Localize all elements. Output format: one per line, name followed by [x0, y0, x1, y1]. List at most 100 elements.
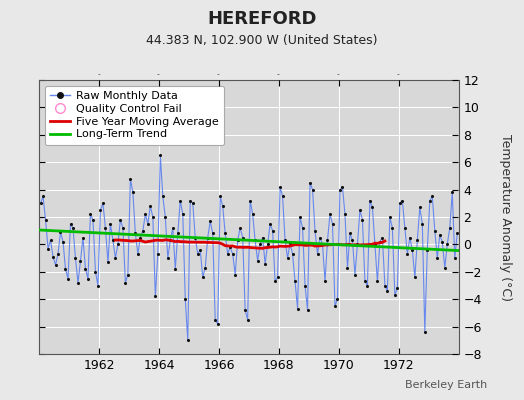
Point	[441, 264, 449, 271]
Point	[86, 211, 95, 218]
Point	[423, 247, 431, 253]
Point	[121, 280, 129, 286]
Point	[81, 266, 90, 272]
Point	[311, 228, 319, 234]
Point	[74, 280, 82, 286]
Y-axis label: Temperature Anomaly (°C): Temperature Anomaly (°C)	[498, 134, 511, 300]
Point	[96, 207, 105, 213]
Point	[238, 234, 247, 241]
Point	[435, 232, 444, 238]
Point	[236, 225, 244, 231]
Point	[266, 221, 274, 227]
Point	[104, 259, 112, 266]
Point	[361, 278, 369, 284]
Point	[189, 200, 197, 206]
Point	[163, 255, 172, 261]
Point	[141, 211, 149, 218]
Point	[126, 176, 135, 182]
Point	[453, 230, 462, 237]
Point	[333, 296, 342, 302]
Point	[316, 234, 324, 241]
Point	[258, 234, 267, 241]
Point	[283, 255, 292, 261]
Point	[183, 337, 192, 344]
Point	[358, 216, 367, 223]
Point	[54, 251, 62, 257]
Point	[401, 225, 409, 231]
Point	[203, 234, 212, 241]
Point	[209, 230, 217, 237]
Point	[226, 244, 234, 250]
Point	[228, 251, 237, 257]
Point	[298, 225, 307, 231]
Point	[368, 204, 377, 211]
Point	[306, 180, 314, 186]
Point	[321, 278, 329, 284]
Point	[129, 189, 137, 196]
Point	[196, 247, 204, 253]
Point	[99, 200, 107, 206]
Point	[351, 271, 359, 278]
Point	[448, 189, 456, 196]
Point	[274, 274, 282, 280]
Point	[151, 293, 159, 300]
Point	[398, 197, 407, 204]
Point	[301, 282, 309, 289]
Point	[213, 321, 222, 327]
Point	[51, 262, 60, 268]
Point	[134, 251, 142, 257]
Point	[339, 184, 347, 190]
Point	[108, 237, 117, 244]
Point	[421, 329, 429, 335]
Point	[146, 203, 155, 209]
Point	[64, 276, 72, 282]
Point	[144, 221, 152, 227]
Point	[84, 276, 92, 282]
Point	[124, 271, 132, 278]
Point	[323, 237, 332, 244]
Point	[343, 264, 352, 271]
Point	[363, 282, 372, 289]
Point	[286, 240, 294, 246]
Point	[433, 255, 442, 261]
Point	[139, 228, 147, 234]
Point	[326, 211, 334, 218]
Point	[451, 255, 459, 261]
Point	[211, 316, 220, 323]
Point	[271, 278, 279, 284]
Legend: Raw Monthly Data, Quality Control Fail, Five Year Moving Average, Long-Term Tren: Raw Monthly Data, Quality Control Fail, …	[45, 86, 224, 145]
Point	[39, 193, 47, 200]
Point	[288, 251, 297, 257]
Point	[224, 251, 232, 257]
Point	[171, 266, 180, 272]
Point	[413, 237, 421, 244]
Point	[381, 282, 389, 289]
Point	[396, 200, 404, 206]
Point	[41, 216, 50, 223]
Point	[201, 264, 210, 271]
Point	[136, 234, 145, 241]
Point	[291, 278, 299, 284]
Point	[191, 234, 200, 241]
Point	[256, 241, 264, 248]
Point	[246, 197, 254, 204]
Point	[193, 251, 202, 257]
Point	[119, 225, 127, 231]
Point	[199, 274, 207, 280]
Point	[353, 241, 362, 248]
Point	[216, 193, 224, 200]
Point	[393, 285, 401, 292]
Point	[149, 214, 157, 220]
Text: 44.383 N, 102.900 W (United States): 44.383 N, 102.900 W (United States)	[146, 34, 378, 47]
Point	[161, 214, 169, 220]
Point	[106, 221, 115, 227]
Point	[49, 254, 57, 260]
Text: HEREFORD: HEREFORD	[208, 10, 316, 28]
Point	[69, 225, 77, 231]
Point	[329, 221, 337, 227]
Point	[281, 237, 289, 244]
Point	[169, 225, 177, 231]
Point	[36, 200, 45, 206]
Point	[251, 237, 259, 244]
Point	[386, 214, 394, 220]
